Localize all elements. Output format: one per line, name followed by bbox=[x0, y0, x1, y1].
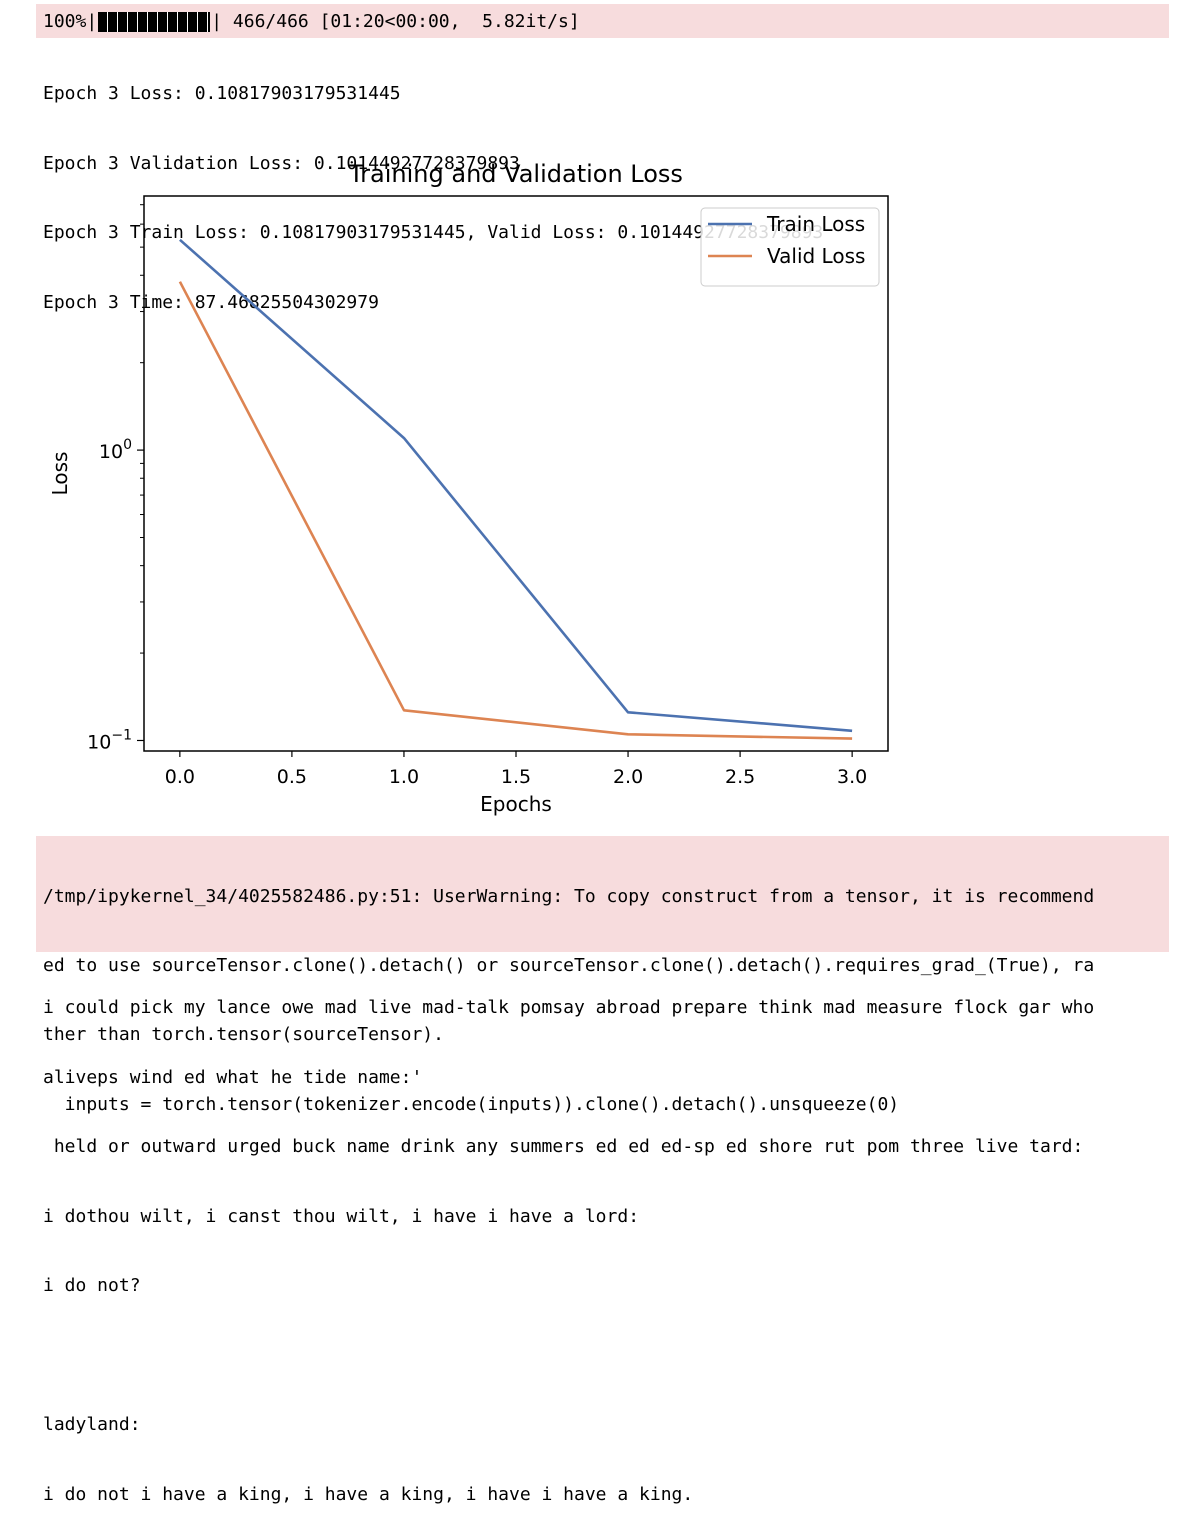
warning-line: ed to use sourceTensor.clone().detach() … bbox=[43, 955, 1095, 977]
warning-line: inputs = torch.tensor(tokenizer.encode(i… bbox=[43, 1093, 900, 1115]
y-tick-label: 10−1 bbox=[87, 727, 132, 753]
warning-line: ther than torch.tensor(sourceTensor). bbox=[43, 1024, 444, 1046]
epoch-log-line: Epoch 3 Validation Loss: 0.1014492772837… bbox=[43, 152, 520, 174]
generated-line: i dothou wilt, i canst thou wilt, i have… bbox=[43, 1205, 640, 1227]
generated-line: held or outward urged buck name drink an… bbox=[43, 1136, 1084, 1157]
generated-line: ladyland: bbox=[43, 1414, 141, 1435]
chart-title: Training and Validation Loss bbox=[348, 160, 683, 188]
progress-percent: 100% bbox=[43, 11, 87, 32]
x-tick-label: 1.0 bbox=[389, 766, 419, 788]
generated-line: i do not? bbox=[43, 1275, 141, 1296]
legend-label: Train Loss bbox=[766, 212, 865, 236]
epoch-log-line: Epoch 3 Loss: 0.10817903179531445 bbox=[43, 83, 401, 104]
progress-bar bbox=[98, 11, 211, 32]
y-axis-label: Loss bbox=[48, 452, 72, 496]
x-tick-label: 0.5 bbox=[277, 766, 307, 788]
user-warning-output: /tmp/ipykernel_34/4025582486.py:51: User… bbox=[36, 836, 1169, 1115]
loss-chart: Training and Validation Loss 0.0 0.5 1.0 1.5… bbox=[0, 150, 1190, 830]
loss-chart-svg: Training and Validation Loss 0.0 0.5 1.0 1.5… bbox=[48, 160, 889, 816]
generated-line: aliveps wind ed what he tide name:' bbox=[43, 1066, 423, 1088]
epoch-log-line: Epoch 3 Time: 87.46825504302979 bbox=[43, 291, 379, 313]
generated-line: i do not i have a king, i have a king, i… bbox=[43, 1483, 694, 1505]
x-tick-label: 3.0 bbox=[837, 766, 867, 788]
progress-output: 100% | | 466/466 [01:20<00:00, 5.82it/s] bbox=[36, 4, 1169, 38]
generated-line: i could pick my lance owe mad live mad-t… bbox=[43, 997, 1095, 1018]
x-tick-label: 1.5 bbox=[501, 766, 531, 788]
warning-line: /tmp/ipykernel_34/4025582486.py:51: User… bbox=[43, 886, 1095, 907]
y-tick-label: 100 bbox=[99, 437, 132, 463]
x-tick-label: 0.0 bbox=[165, 766, 195, 788]
generated-text-output: i could pick my lance owe mad live mad-t… bbox=[43, 952, 1094, 1529]
series-line bbox=[178, 281, 853, 740]
legend-box bbox=[700, 207, 880, 287]
generated-line bbox=[43, 1342, 1094, 1370]
x-axis-label: Epochs bbox=[480, 792, 552, 816]
legend-label: Valid Loss bbox=[767, 244, 865, 268]
series-line bbox=[179, 238, 853, 733]
x-tick-label: 2.5 bbox=[725, 766, 755, 788]
x-tick-label: 2.0 bbox=[613, 766, 643, 788]
progress-counts: 466/466 [01:20<00:00, 5.82it/s] bbox=[232, 11, 580, 32]
